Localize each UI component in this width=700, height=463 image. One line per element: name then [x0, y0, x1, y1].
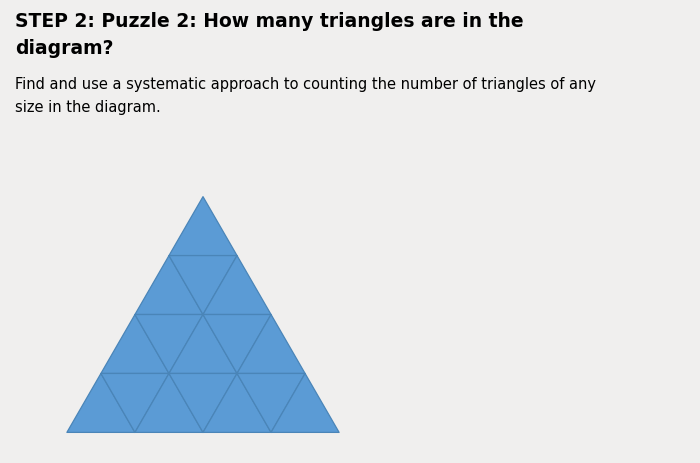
Text: Find and use a systematic approach to counting the number of triangles of any: Find and use a systematic approach to co…	[15, 76, 596, 91]
Text: diagram?: diagram?	[15, 39, 114, 58]
Text: size in the diagram.: size in the diagram.	[15, 100, 161, 114]
Text: STEP 2: Puzzle 2: How many triangles are in the: STEP 2: Puzzle 2: How many triangles are…	[15, 12, 524, 31]
